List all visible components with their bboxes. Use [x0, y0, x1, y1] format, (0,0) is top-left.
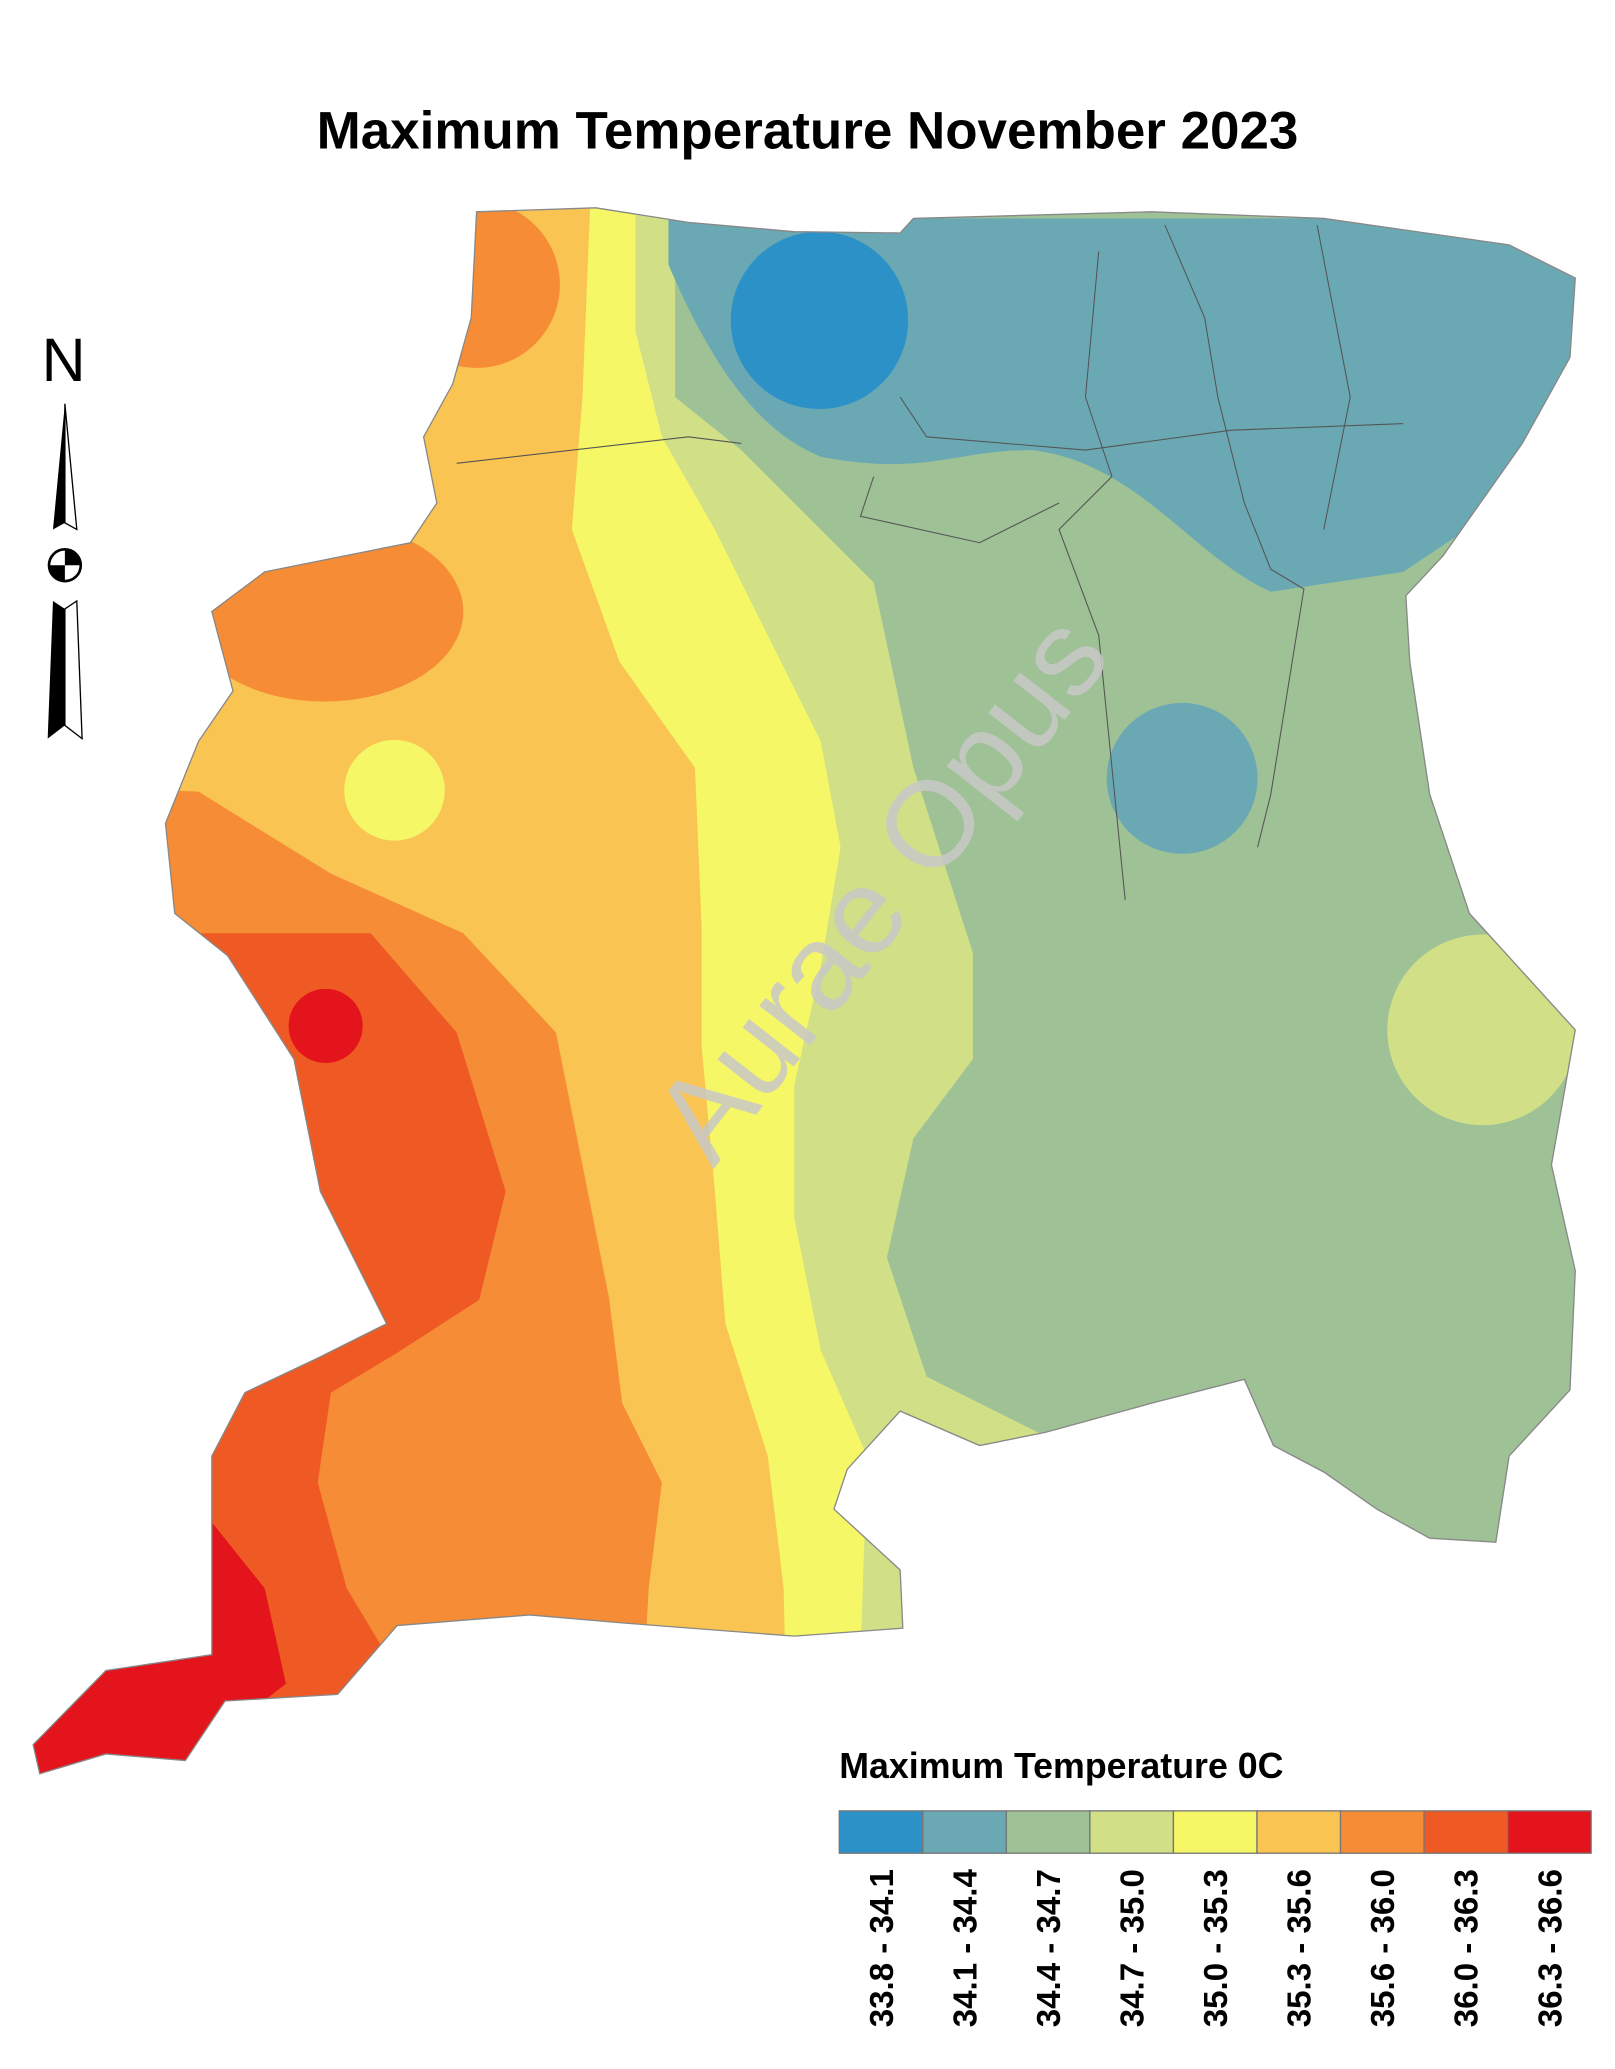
zone — [730, 231, 909, 410]
zone — [1387, 934, 1576, 1126]
legend-label: 36.0 - 36.3 — [1449, 1869, 1486, 2027]
legend-swatch — [1256, 1810, 1342, 1854]
boundary — [456, 436, 742, 464]
zone — [344, 739, 445, 841]
boundary — [1316, 224, 1351, 530]
arrow-head-right — [64, 403, 78, 531]
north-label: N — [42, 326, 86, 394]
boundary — [1164, 224, 1305, 848]
map-title: Maximum Temperature November 2023 — [317, 101, 1299, 160]
arrow-tail-right — [64, 599, 83, 741]
legend-label: 33.8 - 34.1 — [864, 1869, 901, 2027]
legend-label: 36.3 - 36.6 — [1532, 1869, 1569, 2027]
legend-swatch — [1172, 1810, 1258, 1854]
zone — [1106, 702, 1258, 854]
legend-label: 34.7 - 35.0 — [1115, 1869, 1152, 2027]
legend-swatch — [922, 1810, 1008, 1854]
zone — [185, 521, 464, 702]
legend-swatch — [1339, 1810, 1425, 1854]
legend-title: Maximum Temperature 0C — [839, 1746, 1283, 1786]
zone — [393, 207, 560, 368]
legend-swatch — [838, 1810, 924, 1854]
zone — [288, 988, 363, 1063]
legend: Maximum Temperature 0C 33.8 - 34.1 34.1 -… — [838, 1746, 1592, 2028]
boundary — [899, 396, 1404, 451]
legend-label: 34.1 - 34.4 — [947, 1869, 984, 2028]
legend-swatch — [1506, 1810, 1592, 1854]
legend-label: 35.0 - 35.3 — [1198, 1869, 1235, 2027]
district-boundaries — [456, 224, 1404, 901]
north-arrow: N — [42, 326, 86, 741]
boundary — [1058, 251, 1126, 901]
legend-label: 35.3 - 35.6 — [1282, 1869, 1319, 2027]
legend-swatch — [1089, 1810, 1175, 1854]
legend-label: 35.6 - 36.0 — [1365, 1869, 1402, 2027]
legend-label: 34.4 - 34.7 — [1031, 1869, 1068, 2027]
legend-swatch — [1005, 1810, 1091, 1854]
legend-swatch — [1423, 1810, 1509, 1854]
boundary — [859, 476, 1060, 544]
